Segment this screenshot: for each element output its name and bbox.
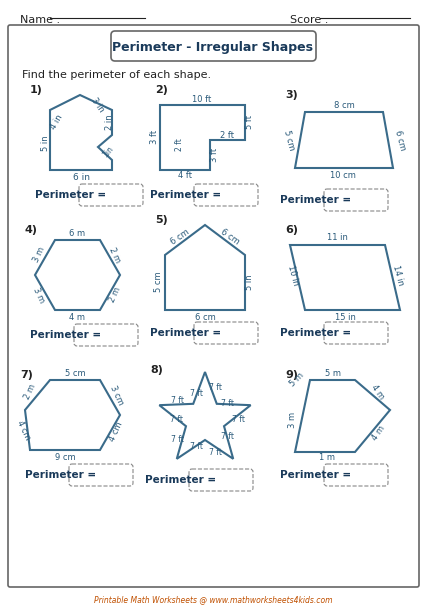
- Text: 14 in: 14 in: [390, 264, 404, 286]
- FancyBboxPatch shape: [193, 184, 257, 206]
- Text: 10 in: 10 in: [285, 264, 299, 286]
- Text: Perimeter =: Perimeter =: [35, 190, 106, 200]
- FancyBboxPatch shape: [323, 322, 387, 344]
- Text: Perimeter =: Perimeter =: [150, 328, 221, 338]
- Text: 5 cm: 5 cm: [64, 368, 85, 378]
- FancyBboxPatch shape: [323, 464, 387, 486]
- Text: 3 m: 3 m: [32, 246, 46, 264]
- Text: 2 in: 2 in: [105, 114, 114, 130]
- Text: 7 ft: 7 ft: [232, 415, 245, 425]
- Text: 1): 1): [30, 85, 43, 95]
- Text: 5 m: 5 m: [288, 371, 305, 389]
- Text: Perimeter =: Perimeter =: [145, 475, 216, 485]
- Text: 5 cm: 5 cm: [281, 129, 295, 151]
- Text: Perimeter =: Perimeter =: [279, 328, 350, 338]
- Text: 2): 2): [155, 85, 167, 95]
- Text: 3 m: 3 m: [288, 412, 297, 428]
- Text: 6 cm: 6 cm: [169, 228, 190, 246]
- Text: 2 ft: 2 ft: [219, 131, 233, 140]
- FancyBboxPatch shape: [323, 189, 387, 211]
- Text: 3): 3): [284, 90, 297, 100]
- Text: 6 in: 6 in: [73, 173, 90, 182]
- Text: 3 ft: 3 ft: [210, 148, 219, 162]
- Text: 2 m: 2 m: [107, 246, 122, 264]
- Text: Find the perimeter of each shape.: Find the perimeter of each shape.: [22, 70, 210, 80]
- Text: 8 cm: 8 cm: [333, 101, 354, 110]
- Text: 4 cm: 4 cm: [107, 421, 124, 443]
- FancyBboxPatch shape: [8, 25, 418, 587]
- Text: 3 in: 3 in: [89, 96, 106, 114]
- Text: 5): 5): [155, 215, 167, 225]
- Text: 4 cm: 4 cm: [15, 418, 32, 441]
- Text: 7): 7): [20, 370, 33, 380]
- Text: 6 cm: 6 cm: [392, 129, 406, 151]
- Text: 6 m: 6 m: [69, 229, 85, 237]
- FancyBboxPatch shape: [79, 184, 143, 206]
- Text: Score :: Score :: [289, 15, 328, 25]
- Text: 7 ft: 7 ft: [208, 448, 222, 457]
- Text: 2 m: 2 m: [23, 383, 37, 401]
- Text: 4 m: 4 m: [369, 383, 386, 401]
- Text: 7 ft: 7 ft: [221, 432, 233, 441]
- FancyBboxPatch shape: [69, 464, 132, 486]
- Text: 3 ft: 3 ft: [150, 130, 159, 144]
- Text: 2 m: 2 m: [107, 286, 122, 304]
- Text: 9): 9): [284, 370, 297, 380]
- Text: 4 ft: 4 ft: [178, 171, 192, 179]
- Text: Perimeter =: Perimeter =: [150, 190, 221, 200]
- Text: 4 m: 4 m: [370, 424, 386, 442]
- Text: Perimeter =: Perimeter =: [279, 470, 350, 480]
- Text: 8): 8): [150, 365, 162, 375]
- Text: Name :: Name :: [20, 15, 60, 25]
- Text: Perimeter =: Perimeter =: [279, 195, 350, 205]
- Text: 5 cm: 5 cm: [154, 271, 163, 292]
- Text: 15 in: 15 in: [334, 312, 354, 321]
- Text: 6 cm: 6 cm: [194, 312, 215, 321]
- Text: 1 m: 1 m: [318, 453, 334, 462]
- FancyBboxPatch shape: [111, 31, 315, 61]
- Text: Perimeter =: Perimeter =: [30, 330, 101, 340]
- Text: 4 m: 4 m: [69, 312, 85, 321]
- Text: 7 ft: 7 ft: [221, 399, 233, 408]
- Text: 7 ft: 7 ft: [170, 395, 184, 404]
- Text: 7 ft: 7 ft: [208, 383, 222, 392]
- Text: 3 m: 3 m: [32, 286, 46, 304]
- Text: 5 in: 5 in: [245, 274, 254, 290]
- Text: 6 cm: 6 cm: [219, 228, 241, 246]
- FancyBboxPatch shape: [74, 324, 138, 346]
- Text: 11 in: 11 in: [326, 234, 347, 243]
- Text: 9 cm: 9 cm: [55, 453, 75, 462]
- Text: 3 cm: 3 cm: [108, 384, 125, 406]
- FancyBboxPatch shape: [189, 469, 253, 491]
- Text: Perimeter =: Perimeter =: [25, 470, 96, 480]
- Text: 7 ft: 7 ft: [190, 442, 202, 451]
- Text: 7 ft: 7 ft: [170, 436, 184, 445]
- FancyBboxPatch shape: [193, 322, 257, 344]
- Text: Perimeter - Irregular Shapes: Perimeter - Irregular Shapes: [112, 40, 313, 54]
- Text: 10 cm: 10 cm: [329, 171, 355, 179]
- Text: 5 ft: 5 ft: [245, 115, 254, 129]
- Text: 5 in: 5 in: [41, 135, 50, 151]
- Text: 10 ft: 10 ft: [192, 96, 211, 104]
- Text: 6): 6): [284, 225, 297, 235]
- Text: Printable Math Worksheets @ www.mathworksheets4kids.com: Printable Math Worksheets @ www.mathwork…: [94, 595, 331, 605]
- Text: 4): 4): [25, 225, 38, 235]
- Text: 7 ft: 7 ft: [190, 389, 202, 398]
- Text: 1in: 1in: [101, 145, 115, 159]
- Text: 4 in: 4 in: [49, 113, 65, 131]
- Text: 5 m: 5 m: [324, 368, 340, 378]
- Text: 7 ft: 7 ft: [170, 415, 183, 425]
- Text: 2 ft: 2 ft: [175, 138, 184, 151]
